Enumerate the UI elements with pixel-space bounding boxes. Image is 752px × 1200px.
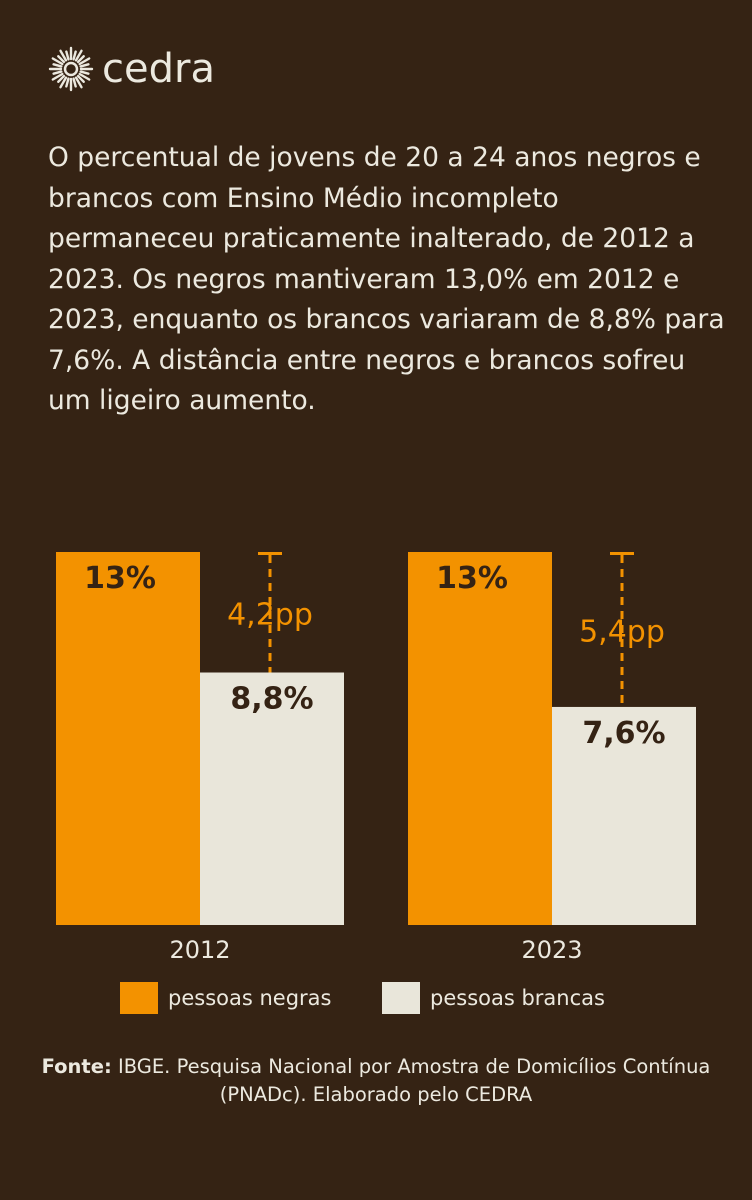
sun-ray [65, 50, 70, 61]
bar-negras-2023 [408, 552, 552, 925]
legend-item-brancas: pessoas brancas [382, 982, 605, 1014]
bar-negras-2012 [56, 552, 200, 925]
bar-brancas-2023 [552, 706, 696, 925]
sun-ray [74, 76, 83, 89]
sun-ray [59, 49, 68, 62]
gap-label-2023: 5,4pp [579, 614, 665, 649]
data-label-brancas-2023: 7,6% [582, 716, 665, 751]
sun-ray [57, 74, 66, 83]
x-tick-label-2012: 2012 [169, 936, 230, 964]
legend-label-brancas: pessoas brancas [430, 986, 605, 1010]
sun-ray [65, 77, 70, 88]
sun-ray [74, 49, 83, 62]
sun-ray [72, 77, 77, 88]
legend-item-negras: pessoas negras [120, 982, 331, 1014]
intro-text: O percentual de jovens de 20 a 24 anos n… [48, 142, 725, 416]
brand-logo: cedra [48, 46, 215, 92]
sun-ray [51, 57, 64, 66]
sun-ray [51, 72, 64, 81]
gap-label-2012: 4,2pp [227, 597, 313, 632]
legend-label-negras: pessoas negras [168, 986, 332, 1010]
sun-burst-icon [48, 46, 94, 92]
sun-ray [52, 63, 63, 68]
legend-swatch-brancas [382, 982, 420, 1014]
sun-ray [78, 72, 91, 81]
data-label-negras-2012: 13% [84, 561, 156, 596]
legend-swatch-negras [120, 982, 158, 1014]
sun-ray [72, 50, 77, 61]
sun-ray [78, 57, 91, 66]
sun-ray [76, 74, 85, 83]
sun-ray [76, 55, 85, 64]
data-label-brancas-2012: 8,8% [230, 682, 313, 717]
brand-name: cedra [102, 46, 215, 92]
source-note: Fonte: IBGE. Pesquisa Nacional por Amost… [0, 1053, 752, 1109]
sun-ray [79, 70, 90, 75]
source-label: Fonte: [41, 1055, 112, 1078]
source-text: IBGE. Pesquisa Nacional por Amostra de D… [111, 1055, 711, 1106]
bar-brancas-2012 [200, 672, 344, 925]
bar-chart: 13% 8,8% 4,2pp 2012 13% 7,6% 5,4pp 2023 [56, 552, 696, 964]
sun-ray [59, 76, 68, 89]
data-label-negras-2023: 13% [436, 561, 508, 596]
x-tick-label-2023: 2023 [521, 936, 582, 964]
sun-ray [57, 55, 66, 64]
sun-ray [79, 63, 90, 68]
sun-ray [52, 70, 63, 75]
sun-core [63, 61, 79, 77]
